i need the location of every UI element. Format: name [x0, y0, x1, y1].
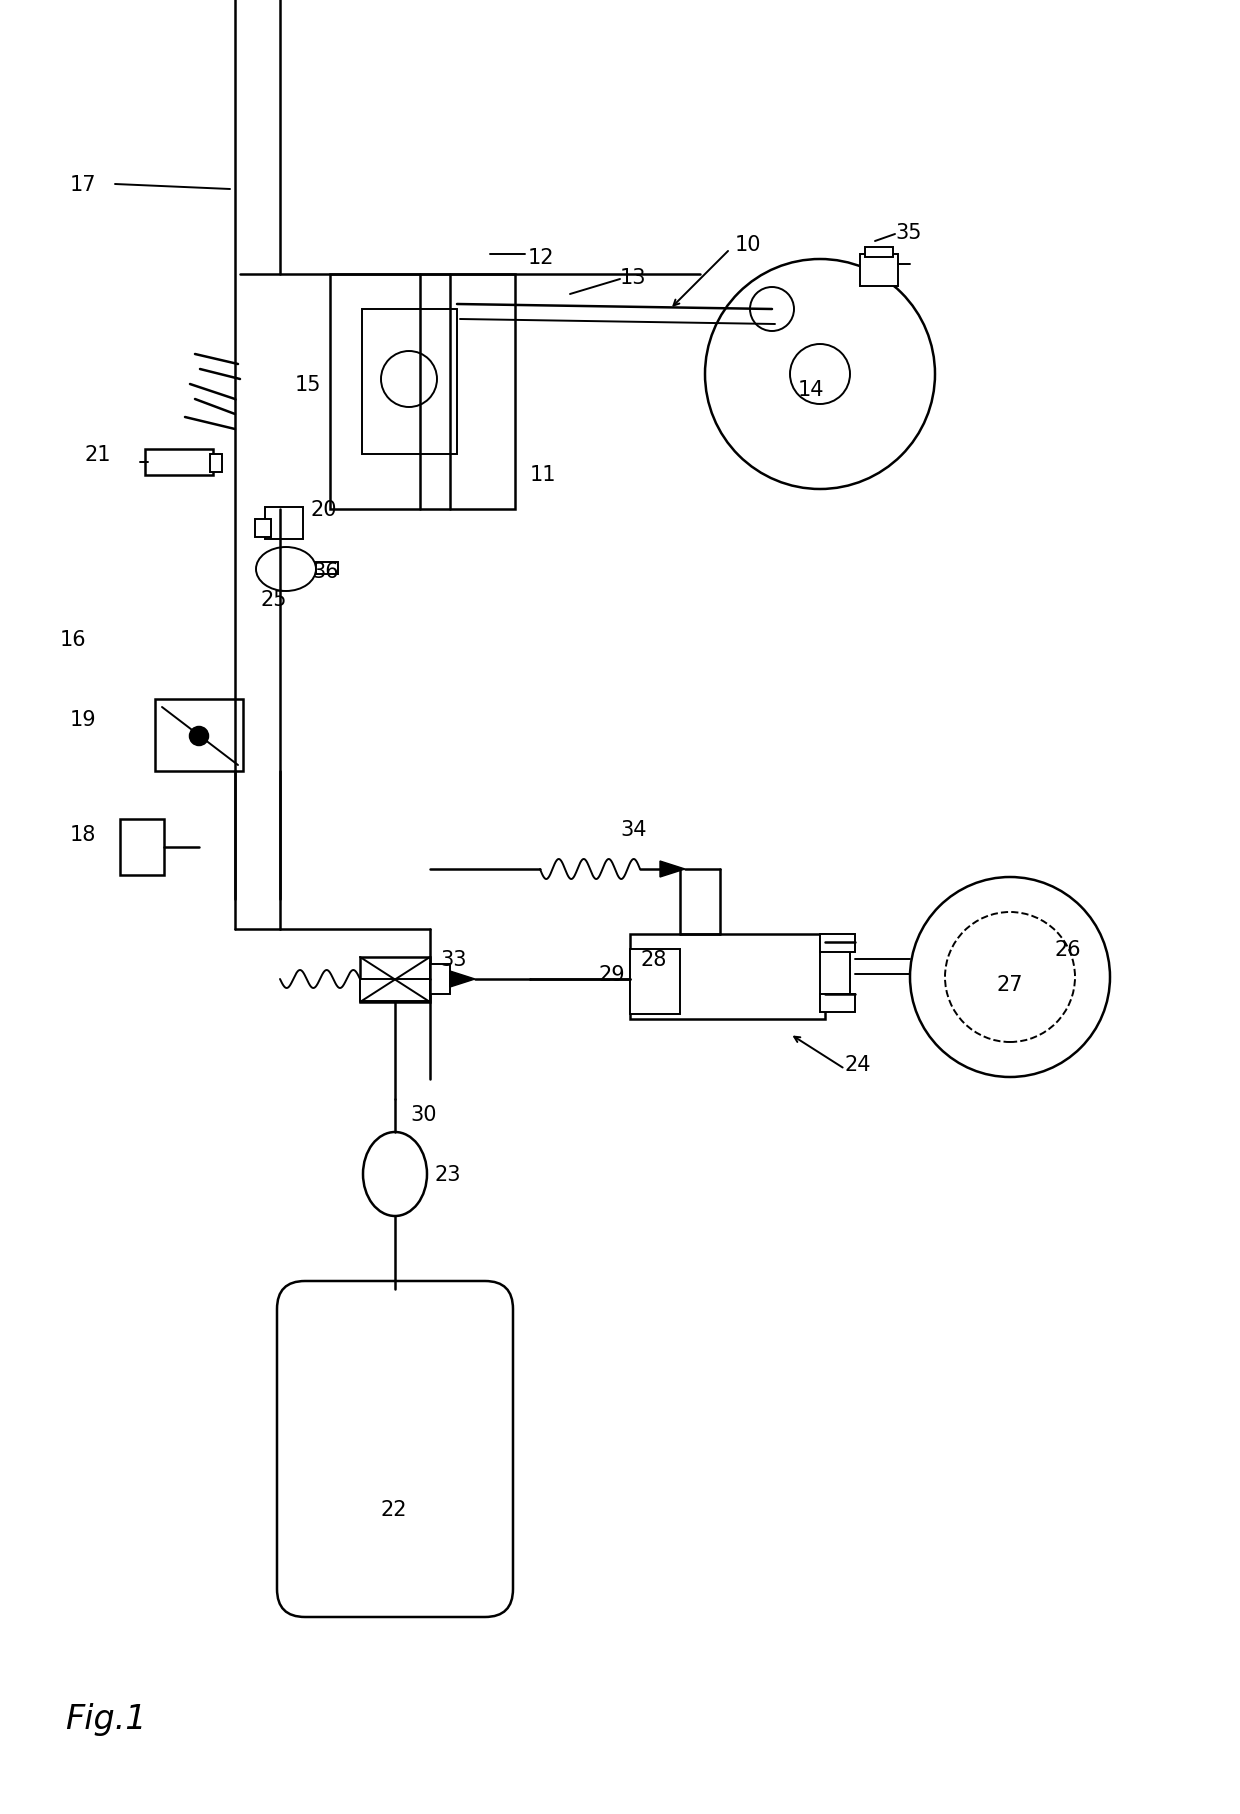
Bar	[120, 820, 164, 876]
Text: 25: 25	[260, 590, 286, 610]
Bar	[145, 450, 213, 475]
Text: 26: 26	[1055, 940, 1081, 960]
Text: 24: 24	[844, 1054, 872, 1074]
Bar	[820, 994, 856, 1012]
Bar	[825, 969, 849, 978]
Bar	[630, 949, 680, 1014]
Text: 17: 17	[69, 174, 97, 194]
Text: 12: 12	[528, 249, 554, 268]
Bar	[825, 956, 849, 965]
Text: 23: 23	[435, 1165, 461, 1185]
Bar	[430, 965, 450, 994]
Ellipse shape	[255, 548, 316, 591]
Text: 22: 22	[379, 1498, 407, 1518]
Text: 33: 33	[440, 949, 466, 969]
Polygon shape	[660, 862, 684, 878]
Text: 28: 28	[640, 949, 666, 969]
Text: 11: 11	[529, 464, 557, 484]
Bar	[820, 940, 849, 1000]
Bar	[825, 943, 849, 952]
Text: 19: 19	[69, 709, 97, 729]
Text: 27: 27	[997, 974, 1023, 994]
Circle shape	[790, 345, 849, 405]
Ellipse shape	[363, 1132, 427, 1217]
Bar	[330, 276, 515, 510]
FancyBboxPatch shape	[277, 1281, 513, 1616]
Text: 21: 21	[86, 444, 112, 464]
Text: 14: 14	[799, 379, 825, 399]
Text: 34: 34	[620, 820, 646, 840]
Text: 16: 16	[60, 629, 87, 649]
Bar	[362, 310, 458, 455]
Text: 29: 29	[598, 965, 625, 985]
Text: 15: 15	[295, 375, 321, 395]
Bar	[861, 254, 898, 287]
Text: 10: 10	[735, 234, 761, 254]
Bar	[316, 562, 339, 575]
Text: 13: 13	[620, 268, 646, 288]
Circle shape	[910, 878, 1110, 1078]
Text: 18: 18	[69, 825, 97, 845]
Bar	[265, 508, 303, 541]
Bar	[630, 934, 825, 1019]
Text: 35: 35	[895, 223, 921, 243]
Text: 30: 30	[410, 1105, 436, 1125]
Bar	[820, 934, 856, 952]
Circle shape	[381, 352, 436, 408]
Circle shape	[190, 727, 208, 746]
Text: 36: 36	[312, 562, 339, 582]
Circle shape	[750, 288, 794, 332]
Circle shape	[945, 912, 1075, 1043]
Bar	[210, 455, 222, 473]
Bar	[155, 700, 243, 771]
Polygon shape	[450, 972, 475, 987]
Text: Fig.1: Fig.1	[64, 1703, 146, 1736]
Text: 20: 20	[310, 499, 336, 521]
Bar	[360, 980, 430, 1001]
Bar	[360, 958, 430, 1003]
Bar	[825, 981, 849, 992]
Bar	[866, 249, 893, 258]
Circle shape	[706, 259, 935, 490]
Bar	[255, 521, 272, 537]
